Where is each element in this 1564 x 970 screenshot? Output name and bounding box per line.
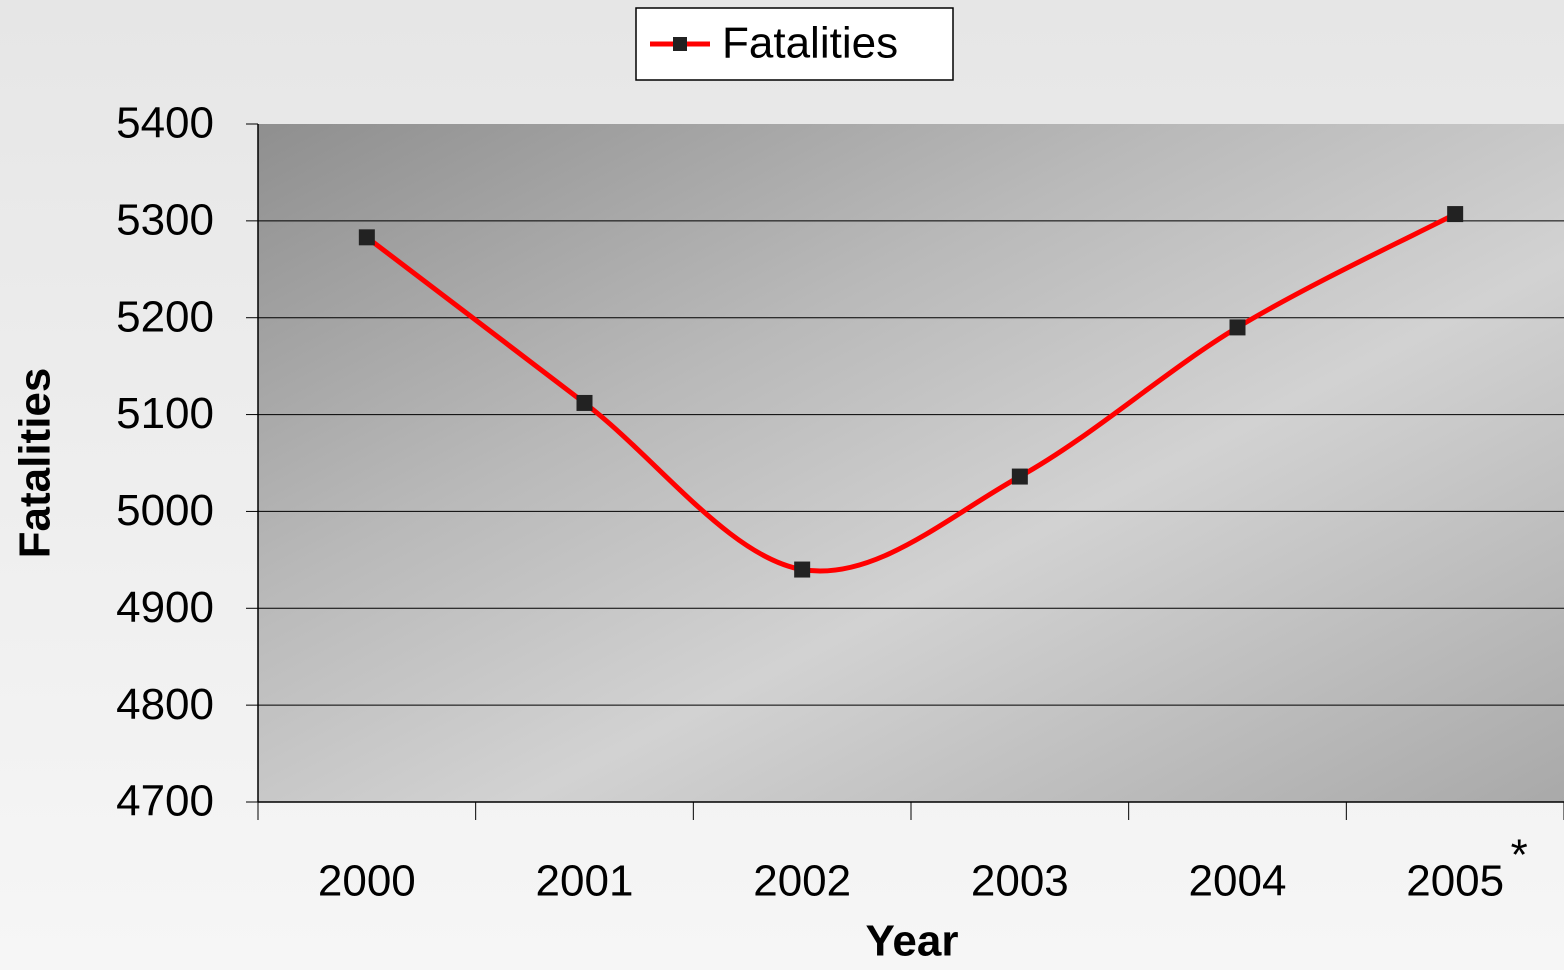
- plot-area: [258, 124, 1564, 802]
- x-tick-label: 2001: [536, 857, 634, 906]
- marker: [1447, 206, 1463, 222]
- page: {"chart_data": {"type": "line", "x_label…: [0, 0, 1564, 970]
- y-tick-label: 4700: [116, 777, 214, 826]
- x-tick-label: 2000: [318, 857, 416, 906]
- legend-label: Fatalities: [722, 19, 898, 68]
- marker: [359, 229, 375, 245]
- y-tick-label: 5100: [116, 389, 214, 438]
- legend: Fatalities: [636, 8, 953, 80]
- legend-marker: [673, 37, 687, 51]
- y-tick-label: 4900: [116, 583, 214, 632]
- x-tick-label: 2004: [1189, 857, 1287, 906]
- x-tick-label: 2003: [971, 857, 1069, 906]
- x-tick-label: 2002: [753, 857, 851, 906]
- annotation: *: [1511, 831, 1528, 880]
- y-tick-label: 5200: [116, 292, 214, 341]
- chart: Year Fatalities Fatalities 4700 4800 4900 5…: [0, 0, 1564, 970]
- y-axis-title: Fatalities: [11, 368, 60, 559]
- y-tick-label: 4800: [116, 680, 214, 729]
- marker: [577, 395, 593, 411]
- marker: [1012, 469, 1028, 485]
- marker: [794, 562, 810, 578]
- marker: [1230, 319, 1246, 335]
- x-axis-title: Year: [866, 917, 959, 966]
- y-tick-label: 5400: [116, 99, 214, 148]
- y-tick-label: 5000: [116, 486, 214, 535]
- x-tick-label: 2005: [1406, 857, 1504, 906]
- y-tick-label: 5300: [116, 195, 214, 244]
